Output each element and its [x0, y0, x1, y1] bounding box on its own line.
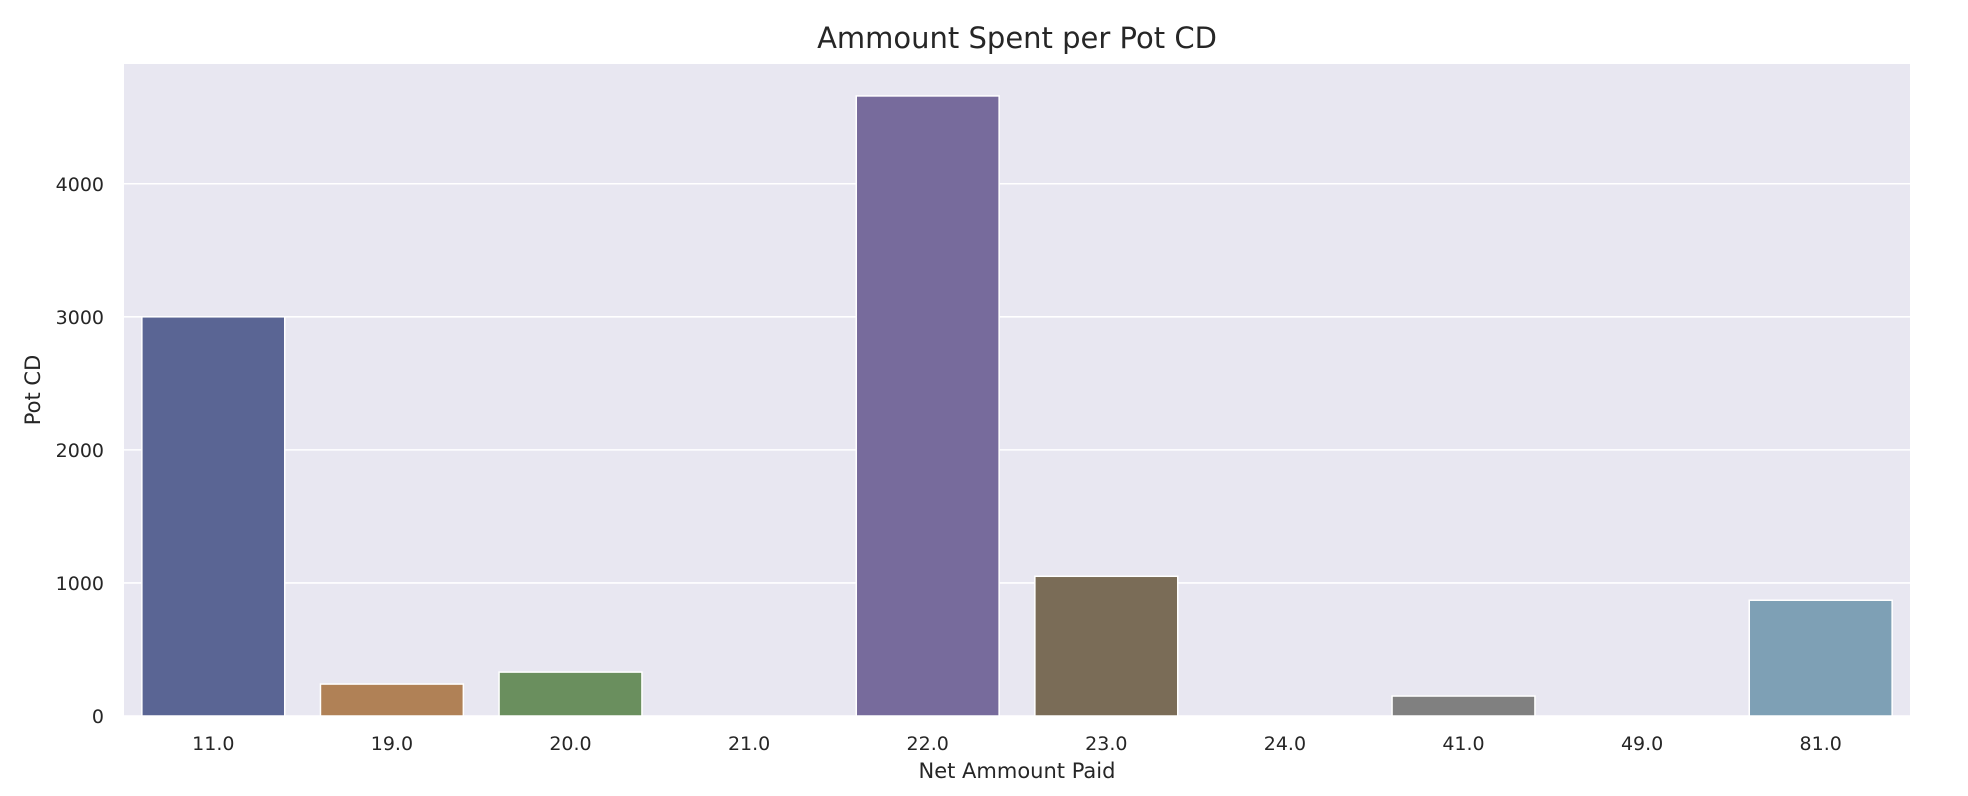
x-tick-label: 49.0 — [1621, 733, 1663, 755]
bars — [141, 95, 1893, 717]
x-tick-label: 22.0 — [907, 733, 949, 755]
y-tick-label: 2000 — [56, 440, 104, 462]
y-tick-label: 1000 — [56, 573, 104, 595]
y-axis-label: Pot CD — [21, 355, 45, 426]
x-tick-label: 21.0 — [728, 733, 770, 755]
x-tick-label: 19.0 — [371, 733, 413, 755]
bar-19.0 — [319, 683, 465, 717]
x-tick-label: 81.0 — [1800, 733, 1842, 755]
y-tick-label: 3000 — [56, 307, 104, 329]
bar-23.0 — [1034, 575, 1179, 717]
x-tick-label: 24.0 — [1264, 733, 1306, 755]
x-axis-label: Net Ammount Paid — [919, 759, 1116, 783]
bar-22.0 — [855, 95, 1000, 717]
gridlines — [124, 182, 1910, 717]
x-tick-label: 23.0 — [1085, 733, 1127, 755]
plot-area — [124, 64, 1910, 716]
bar-11.0 — [141, 316, 286, 717]
y-tick-label: 0 — [92, 706, 104, 728]
chart-title: Ammount Spent per Pot CD — [817, 21, 1217, 55]
bar-81.0 — [1748, 599, 1893, 717]
bar-20.0 — [498, 671, 643, 717]
x-axis-ticks: 11.0 19.0 20.0 21.0 22.0 23.0 24.0 41.0 49.0 81.0 — [192, 733, 1842, 755]
y-tick-label: 4000 — [56, 174, 104, 196]
bar-41.0 — [1391, 695, 1536, 717]
y-axis-ticks: 0 1000 2000 3000 4000 — [56, 174, 104, 728]
x-tick-label: 11.0 — [192, 733, 234, 755]
x-tick-label: 20.0 — [549, 733, 591, 755]
x-tick-label: 41.0 — [1442, 733, 1484, 755]
